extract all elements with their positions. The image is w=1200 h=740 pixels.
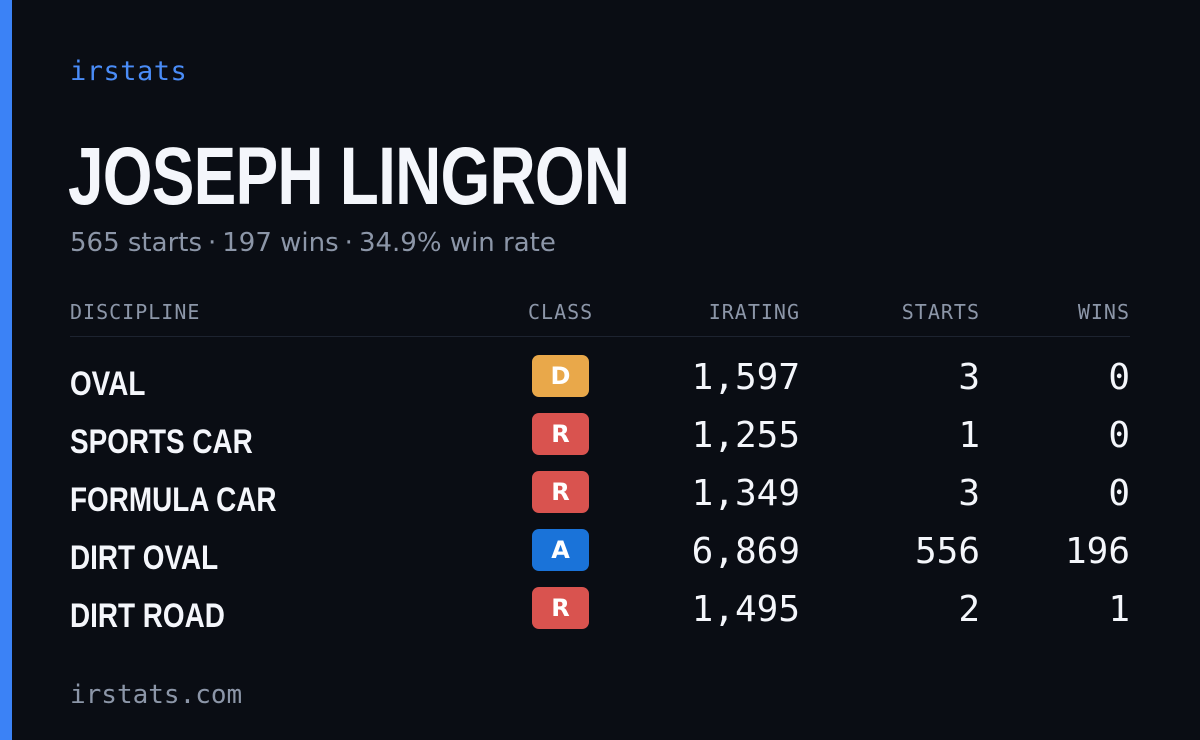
header-wins: WINS bbox=[1077, 300, 1130, 324]
header-class: CLASS bbox=[528, 300, 594, 324]
summary-separator: · bbox=[208, 228, 217, 258]
class-badge: R bbox=[532, 471, 589, 513]
summary-win-rate: 34.9% win rate bbox=[358, 228, 556, 258]
discipline-name: OVAL bbox=[70, 365, 146, 403]
summary-wins: 197 wins bbox=[222, 228, 339, 258]
table-row: DIRT OVAL A 6,869 556 196 bbox=[70, 527, 1130, 585]
class-badge: D bbox=[532, 355, 589, 397]
table-row: OVAL D 1,597 3 0 bbox=[70, 353, 1130, 411]
header-starts: STARTS bbox=[901, 300, 980, 324]
class-badge: R bbox=[532, 587, 589, 629]
irating-value: 6,869 bbox=[691, 531, 800, 572]
header-discipline: DISCIPLINE bbox=[70, 300, 201, 324]
table-row: SPORTS CAR R 1,255 1 0 bbox=[70, 411, 1130, 469]
driver-summary: 565 starts · 197 wins · 34.9% win rate bbox=[70, 228, 556, 258]
irating-value: 1,349 bbox=[691, 473, 800, 514]
irating-value: 1,597 bbox=[691, 357, 800, 398]
header-irating: IRATING bbox=[708, 300, 800, 324]
accent-bar bbox=[0, 0, 12, 740]
discipline-name: DIRT OVAL bbox=[70, 539, 219, 577]
wins-value: 0 bbox=[1108, 415, 1130, 456]
table-body: OVAL D 1,597 3 0 SPORTS CAR R 1,255 1 0 … bbox=[70, 337, 1130, 643]
discipline-name: FORMULA CAR bbox=[70, 481, 277, 519]
wins-value: 196 bbox=[1064, 531, 1130, 572]
brand-logo-text: irstats bbox=[70, 56, 188, 87]
irating-value: 1,495 bbox=[691, 589, 800, 630]
irating-value: 1,255 bbox=[691, 415, 800, 456]
starts-value: 3 bbox=[958, 357, 980, 398]
starts-value: 2 bbox=[958, 589, 980, 630]
wins-value: 1 bbox=[1108, 589, 1130, 630]
discipline-table: DISCIPLINE CLASS IRATING STARTS WINS OVA… bbox=[70, 300, 1130, 643]
starts-value: 3 bbox=[958, 473, 980, 514]
discipline-name: DIRT ROAD bbox=[70, 597, 225, 635]
wins-value: 0 bbox=[1108, 473, 1130, 514]
table-header: DISCIPLINE CLASS IRATING STARTS WINS bbox=[70, 300, 1130, 337]
table-row: FORMULA CAR R 1,349 3 0 bbox=[70, 469, 1130, 527]
wins-value: 0 bbox=[1108, 357, 1130, 398]
table-row: DIRT ROAD R 1,495 2 1 bbox=[70, 585, 1130, 643]
discipline-name: SPORTS CAR bbox=[70, 423, 253, 461]
class-badge: R bbox=[532, 413, 589, 455]
class-badge: A bbox=[532, 529, 589, 571]
summary-starts: 565 starts bbox=[70, 228, 202, 258]
footer-url: irstats.com bbox=[70, 680, 243, 710]
starts-value: 1 bbox=[958, 415, 980, 456]
starts-value: 556 bbox=[914, 531, 980, 572]
driver-name: JOSEPH LINGRON bbox=[68, 131, 630, 222]
summary-separator: · bbox=[344, 228, 353, 258]
